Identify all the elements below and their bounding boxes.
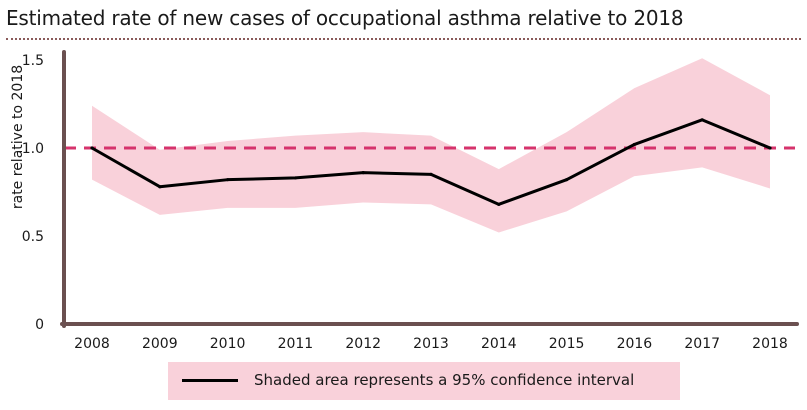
x-tick-label: 2008 <box>74 336 110 352</box>
data-point-2008 <box>90 146 94 150</box>
x-tick-label: 2014 <box>481 336 517 352</box>
data-point-2016 <box>632 142 637 147</box>
data-point-2012 <box>361 171 365 175</box>
x-tick-label: 2009 <box>142 336 178 352</box>
data-point-2014 <box>497 202 501 206</box>
title-divider <box>6 38 801 40</box>
data-point-2009 <box>158 185 162 189</box>
legend: Shaded area represents a 95% confidence … <box>168 362 680 400</box>
y-tick-label: 1.5 <box>22 53 44 69</box>
data-point-2013 <box>429 172 433 176</box>
y-tick-label: 0.5 <box>22 229 44 245</box>
axis-layer <box>60 50 799 328</box>
legend-line-swatch <box>182 379 238 382</box>
data-point-2011 <box>293 176 297 180</box>
data-point-2018 <box>768 146 772 150</box>
line-chart: 00.51.01.5 2008 2009 2010 2011 2012 2013 2014 2… <box>10 50 799 352</box>
x-tick-label: 2010 <box>210 336 246 352</box>
series-line-layer <box>90 118 772 206</box>
y-tick-labels: 0 0.5 1.0 1.5 <box>22 53 44 333</box>
x-tick-label: 2015 <box>549 336 585 352</box>
legend-label: Shaded area represents a 95% confidence … <box>254 371 635 389</box>
x-tick-label: 2016 <box>617 336 653 352</box>
data-point-2010 <box>226 178 230 182</box>
x-tick-label: 2013 <box>413 336 449 352</box>
data-point-2015 <box>565 178 569 182</box>
y-tick-label: 0 <box>35 317 44 333</box>
chart-title: Estimated rate of new cases of occupatio… <box>6 6 684 30</box>
y-axis-title: rate relative to 2018 <box>10 65 26 209</box>
confidence-band-layer <box>92 58 770 233</box>
x-tick-labels: 2008 2009 2010 2011 2012 2013 2014 2015 2016 2017… <box>74 336 788 352</box>
x-tick-label: 2018 <box>752 336 788 352</box>
x-tick-label: 2017 <box>684 336 720 352</box>
x-tick-label: 2012 <box>345 336 381 352</box>
x-tick-label: 2011 <box>278 336 314 352</box>
y-tick-label: 1.0 <box>22 141 44 157</box>
confidence-band <box>92 58 770 233</box>
data-point-2017 <box>700 118 704 122</box>
